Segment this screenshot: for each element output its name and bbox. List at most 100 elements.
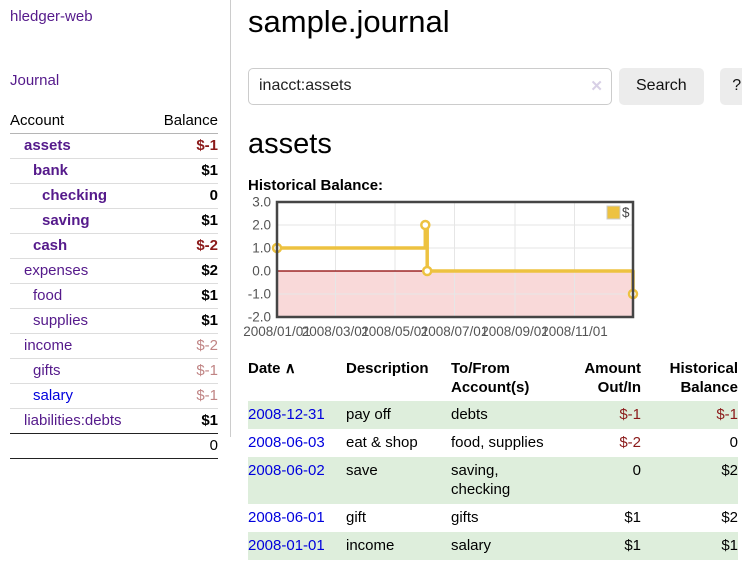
transaction-description: gift: [346, 508, 367, 526]
transaction-date-link[interactable]: 2008-06-03: [248, 433, 325, 451]
svg-text:2008/03/01: 2008/03/01: [302, 324, 370, 339]
transaction-accounts: debts: [451, 405, 488, 423]
transaction-balance: $1: [721, 536, 738, 554]
transaction-amount: 0: [632, 461, 641, 479]
register-header-amount: Amount Out/In: [584, 359, 641, 396]
register-header-account: To/From Account(s): [451, 359, 530, 396]
search-button[interactable]: Search: [619, 67, 704, 105]
transaction-accounts: food, supplies: [451, 433, 544, 451]
transaction-date-link[interactable]: 2008-01-01: [248, 536, 325, 554]
transaction-balance: 0: [729, 433, 738, 451]
account-row: expenses $2: [10, 258, 218, 284]
accounts-total-value: 0: [149, 433, 218, 459]
account-row: bank $1: [10, 158, 218, 184]
sort-ascending-icon: ∧: [284, 359, 296, 377]
account-balance: $1: [149, 208, 218, 234]
account-link-salary[interactable]: salary: [33, 387, 74, 404]
transaction-date-link[interactable]: 2008-06-01: [248, 508, 325, 526]
account-link-food[interactable]: food: [33, 287, 63, 304]
register-header-date[interactable]: Date ∧: [248, 359, 296, 377]
account-row: gifts $-1: [10, 358, 218, 384]
transaction-row: 2008-06-02 save saving, checking 0 $2: [248, 456, 738, 504]
account-row: income $-2: [10, 333, 218, 359]
account-balance: $-1: [149, 133, 218, 159]
account-row: saving $1: [10, 208, 218, 234]
account-heading: assets: [248, 127, 332, 160]
sidebar-item-journal[interactable]: Journal: [10, 72, 60, 89]
transaction-row: 2008-06-03 eat & shop food, supplies $-2…: [248, 429, 738, 457]
transaction-amount: $-1: [619, 405, 641, 423]
svg-text:1.0: 1.0: [252, 240, 271, 255]
transaction-row: 2008-12-31 pay off debts $-1 $-1: [248, 400, 738, 429]
transaction-description: pay off: [346, 405, 391, 423]
account-link-income[interactable]: income: [24, 337, 73, 354]
transaction-accounts: gifts: [451, 508, 479, 526]
svg-text:-2.0: -2.0: [248, 309, 271, 324]
account-balance: $-1: [149, 383, 218, 409]
transaction-date-link[interactable]: 2008-06-02: [248, 461, 325, 479]
transaction-row: 2008-01-01 income salary $1 $1: [248, 531, 738, 560]
register-header-row: Date ∧ Description To/From Account(s) Am…: [248, 357, 738, 401]
svg-text:0.0: 0.0: [252, 263, 271, 278]
account-row: assets $-1: [10, 133, 218, 159]
account-row: salary $-1: [10, 383, 218, 409]
account-link-bank[interactable]: bank: [33, 162, 69, 179]
account-link-checking[interactable]: checking: [42, 187, 108, 204]
svg-text:2008/07/01: 2008/07/01: [421, 324, 489, 339]
account-link-gifts[interactable]: gifts: [33, 362, 61, 379]
svg-text:2008/11/01: 2008/11/01: [541, 324, 608, 339]
account-balance: $1: [149, 308, 218, 334]
svg-text:$: $: [622, 205, 630, 220]
account-row: liabilities:debts $1: [10, 409, 218, 434]
search-bar: ✕ Search ?: [248, 67, 742, 105]
clear-search-icon[interactable]: ✕: [590, 77, 603, 95]
account-balance: 0: [149, 183, 218, 209]
account-link-supplies[interactable]: supplies: [33, 312, 89, 329]
account-balance: $2: [149, 258, 218, 284]
account-link-liabilities-debts[interactable]: liabilities:debts: [24, 412, 122, 429]
account-column-header: Account: [10, 110, 150, 134]
transaction-accounts: salary: [451, 536, 492, 554]
svg-text:2008/05/01: 2008/05/01: [361, 324, 429, 339]
balance-chart-svg: $3.0 2.0 1.0 0.0 -1.0 -2.02008/01/012008/03/0…: [243, 194, 639, 339]
balance-column-header: Balance: [149, 110, 218, 134]
transaction-amount: $1: [624, 536, 641, 554]
account-link-saving[interactable]: saving: [42, 212, 90, 229]
svg-text:2008/09/01: 2008/09/01: [481, 324, 549, 339]
transaction-accounts: saving, checking: [451, 461, 511, 498]
account-balance: $1: [149, 158, 218, 184]
help-button[interactable]: ?: [719, 67, 742, 105]
account-balance: $1: [149, 283, 218, 309]
transaction-amount: $-2: [619, 433, 641, 451]
accounts-total-row: 0: [10, 433, 218, 459]
account-link-assets[interactable]: assets: [24, 137, 71, 154]
search-input[interactable]: [248, 67, 612, 105]
transaction-description: eat & shop: [346, 433, 418, 451]
sidebar: hledger-web Journal Account Balance asse…: [0, 0, 230, 560]
account-balance: $1: [201, 412, 218, 429]
main-content: sample.journal ✕ Search ? assets Histori…: [230, 0, 742, 560]
account-balance-table: Account Balance assets $-1 bank $1 check…: [10, 110, 218, 459]
transaction-description: income: [346, 536, 395, 554]
historical-balance-chart: $3.0 2.0 1.0 0.0 -1.0 -2.0 2008/01/01 2008/03/0…: [243, 194, 742, 340]
account-balance: $-2: [149, 333, 218, 359]
account-row: food $1: [10, 283, 218, 309]
chart-title: Historical Balance:: [248, 176, 384, 194]
svg-text:3.0: 3.0: [252, 194, 271, 209]
transaction-balance: $2: [721, 461, 738, 479]
sidebar-divider: [230, 0, 231, 437]
account-link-expenses[interactable]: expenses: [24, 262, 89, 279]
account-row: checking 0: [10, 183, 218, 209]
transaction-balance: $2: [721, 508, 738, 526]
account-row: cash $-2: [10, 233, 218, 259]
brand-link[interactable]: hledger-web: [10, 8, 93, 25]
transaction-description: save: [346, 461, 378, 479]
transaction-row: 2008-06-01 gift gifts $1 $2: [248, 504, 738, 532]
account-balance: $-2: [149, 233, 218, 259]
transaction-date-link[interactable]: 2008-12-31: [248, 405, 325, 423]
register-header-description: Description: [346, 359, 429, 377]
account-link-cash[interactable]: cash: [33, 237, 68, 254]
transaction-balance: $-1: [716, 405, 738, 423]
register-table: Date ∧ Description To/From Account(s) Am…: [248, 357, 738, 560]
page-title: sample.journal: [248, 4, 450, 39]
